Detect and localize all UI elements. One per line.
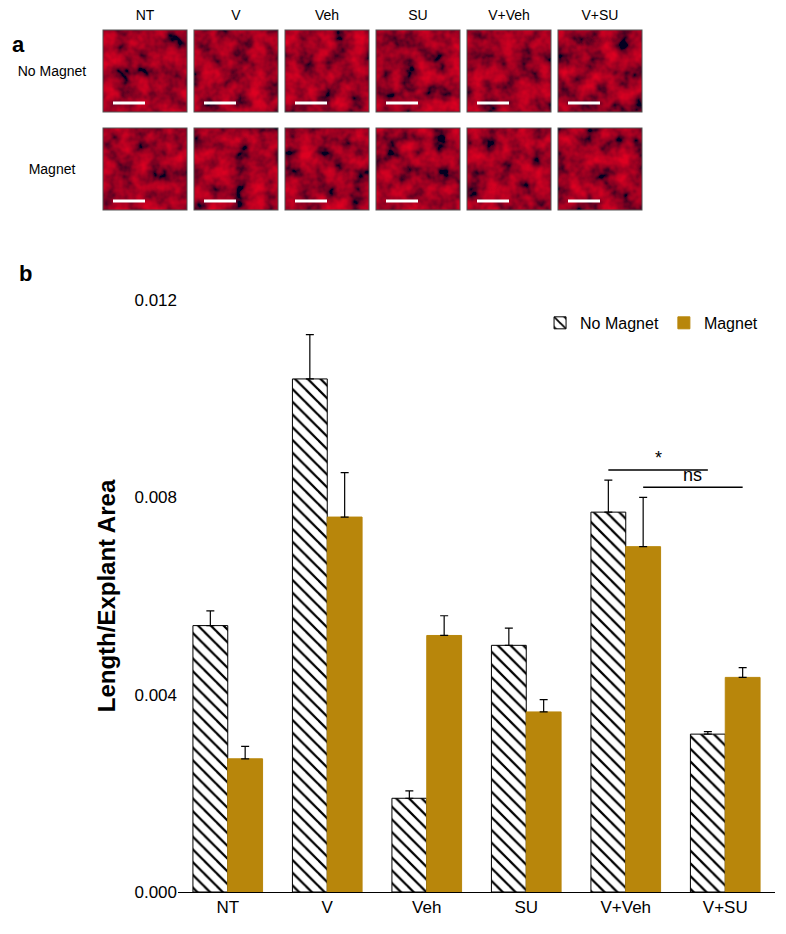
svg-text:V+Veh: V+Veh <box>488 7 530 23</box>
svg-text:Magnet: Magnet <box>704 315 758 332</box>
svg-text:V+SU: V+SU <box>703 898 748 917</box>
svg-text:0.012: 0.012 <box>134 291 177 310</box>
svg-text:Length/Explant Area: Length/Explant Area <box>93 479 120 712</box>
svg-text:*: * <box>655 448 662 468</box>
svg-text:SU: SU <box>514 898 538 917</box>
svg-text:0.000: 0.000 <box>134 883 177 902</box>
svg-text:V+Veh: V+Veh <box>600 898 651 917</box>
svg-text:Magnet: Magnet <box>29 161 76 177</box>
svg-text:0.008: 0.008 <box>134 488 177 507</box>
svg-text:NT: NT <box>136 7 155 23</box>
svg-text:No Magnet: No Magnet <box>580 315 659 332</box>
svg-text:b: b <box>19 261 32 286</box>
svg-text:SU: SU <box>408 7 427 23</box>
svg-text:a: a <box>12 32 25 57</box>
svg-text:Veh: Veh <box>315 7 339 23</box>
svg-text:ns: ns <box>683 465 702 485</box>
svg-text:V+SU: V+SU <box>582 7 619 23</box>
svg-text:V: V <box>231 7 241 23</box>
svg-text:V: V <box>322 898 334 917</box>
svg-text:0.004: 0.004 <box>134 686 177 705</box>
svg-text:NT: NT <box>216 898 239 917</box>
svg-text:Veh: Veh <box>412 898 441 917</box>
svg-text:No Magnet: No Magnet <box>18 63 87 79</box>
